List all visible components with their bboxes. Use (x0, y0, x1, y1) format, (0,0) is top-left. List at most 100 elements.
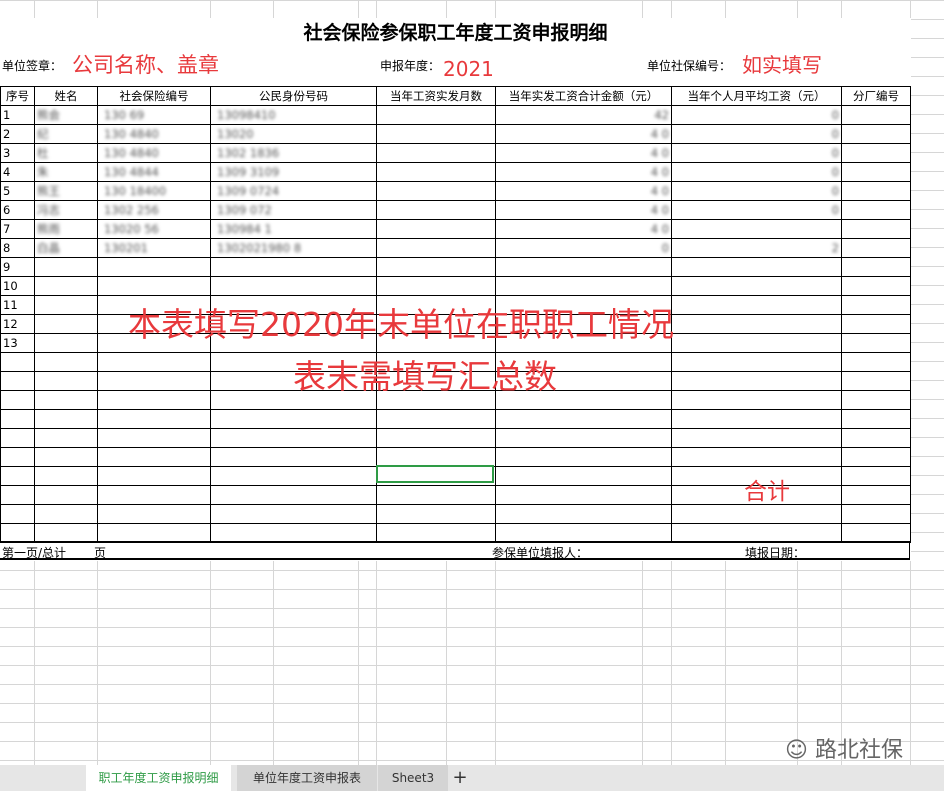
table-cell[interactable]: 4 0 (495, 181, 672, 201)
table-cell[interactable]: 12 (0, 314, 35, 334)
table-cell[interactable] (97, 390, 211, 410)
table-cell[interactable] (376, 181, 496, 201)
table-cell[interactable] (841, 105, 911, 125)
table-cell[interactable] (841, 428, 911, 448)
table-cell[interactable] (34, 276, 98, 296)
table-cell[interactable]: 5 (0, 181, 35, 201)
table-cell[interactable] (376, 143, 496, 163)
selected-cell[interactable] (376, 465, 494, 483)
table-cell[interactable] (841, 124, 911, 144)
table-cell[interactable]: 0 (671, 200, 842, 220)
table-cell[interactable]: 朱 (34, 162, 98, 182)
table-cell[interactable] (34, 295, 98, 315)
table-cell[interactable] (376, 523, 496, 543)
table-cell[interactable]: 130 4844 (97, 162, 211, 182)
table-cell[interactable]: 4 0 (495, 219, 672, 239)
table-cell[interactable] (97, 352, 211, 372)
table-cell[interactable]: 3 (0, 143, 35, 163)
table-cell[interactable] (34, 257, 98, 277)
table-cell[interactable]: 0 (671, 105, 842, 125)
column-header[interactable]: 分厂编号 (841, 86, 911, 106)
column-header[interactable]: 当年实发工资合计金额（元） (495, 86, 672, 106)
table-cell[interactable] (376, 257, 496, 277)
table-cell[interactable] (671, 371, 842, 391)
table-cell[interactable]: 130984 1 (210, 219, 377, 239)
table-cell[interactable] (841, 447, 911, 467)
table-cell[interactable] (34, 390, 98, 410)
table-cell[interactable] (376, 162, 496, 182)
table-cell[interactable]: 13020 56 (97, 219, 211, 239)
table-cell[interactable] (495, 276, 672, 296)
table-cell[interactable] (671, 504, 842, 524)
table-cell[interactable] (376, 219, 496, 239)
table-cell[interactable]: 1309 3109 (210, 162, 377, 182)
table-cell[interactable] (376, 124, 496, 144)
table-cell[interactable] (376, 485, 496, 505)
table-cell[interactable] (376, 105, 496, 125)
table-cell[interactable] (34, 333, 98, 353)
table-cell[interactable] (34, 371, 98, 391)
table-cell[interactable] (841, 200, 911, 220)
table-cell[interactable] (210, 276, 377, 296)
table-cell[interactable]: 4 0 (495, 124, 672, 144)
table-cell[interactable] (376, 409, 496, 429)
table-cell[interactable]: 1302 1836 (210, 143, 377, 163)
table-cell[interactable] (34, 466, 98, 486)
table-cell[interactable]: 冯志 (34, 200, 98, 220)
table-cell[interactable] (376, 276, 496, 296)
table-cell[interactable]: 4 (0, 162, 35, 182)
table-cell[interactable] (495, 504, 672, 524)
table-cell[interactable] (34, 428, 98, 448)
table-cell[interactable] (495, 485, 672, 505)
table-cell[interactable]: 0 (671, 124, 842, 144)
table-cell[interactable] (495, 466, 672, 486)
table-cell[interactable] (671, 333, 842, 353)
table-cell[interactable] (97, 485, 211, 505)
table-cell[interactable]: 0 (495, 238, 672, 258)
table-cell[interactable] (210, 428, 377, 448)
table-cell[interactable] (671, 428, 842, 448)
table-cell[interactable] (841, 314, 911, 334)
table-cell[interactable] (97, 276, 211, 296)
table-cell[interactable]: 4 0 (495, 200, 672, 220)
table-cell[interactable]: 白晶 (34, 238, 98, 258)
table-cell[interactable] (841, 371, 911, 391)
table-cell[interactable] (97, 523, 211, 543)
table-cell[interactable]: 13020 (210, 124, 377, 144)
table-cell[interactable] (841, 523, 911, 543)
table-cell[interactable] (671, 409, 842, 429)
table-cell[interactable] (34, 447, 98, 467)
table-cell[interactable]: 1309 072 (210, 200, 377, 220)
table-cell[interactable] (0, 485, 35, 505)
table-cell[interactable] (0, 428, 35, 448)
table-cell[interactable] (376, 200, 496, 220)
table-cell[interactable] (671, 523, 842, 543)
table-cell[interactable]: 熊雨 (34, 219, 98, 239)
table-cell[interactable]: 11 (0, 295, 35, 315)
column-header[interactable]: 姓名 (34, 86, 98, 106)
table-cell[interactable] (671, 219, 842, 239)
table-cell[interactable] (841, 485, 911, 505)
table-cell[interactable] (376, 238, 496, 258)
table-cell[interactable]: 纪 (34, 124, 98, 144)
table-cell[interactable] (841, 352, 911, 372)
table-cell[interactable] (97, 409, 211, 429)
table-cell[interactable] (671, 314, 842, 334)
table-cell[interactable]: 0 (671, 162, 842, 182)
table-cell[interactable] (97, 371, 211, 391)
table-cell[interactable] (841, 466, 911, 486)
tab-sheet3[interactable]: Sheet3 (378, 765, 448, 791)
table-cell[interactable]: 9 (0, 257, 35, 277)
column-header[interactable]: 当年个人月平均工资（元） (671, 86, 842, 106)
table-cell[interactable] (34, 523, 98, 543)
table-cell[interactable] (210, 485, 377, 505)
table-cell[interactable] (97, 504, 211, 524)
table-cell[interactable] (210, 504, 377, 524)
table-cell[interactable] (34, 485, 98, 505)
table-cell[interactable] (671, 390, 842, 410)
table-cell[interactable] (0, 504, 35, 524)
table-cell[interactable] (0, 352, 35, 372)
table-cell[interactable] (97, 466, 211, 486)
table-cell[interactable]: 熊王 (34, 181, 98, 201)
table-cell[interactable] (97, 428, 211, 448)
